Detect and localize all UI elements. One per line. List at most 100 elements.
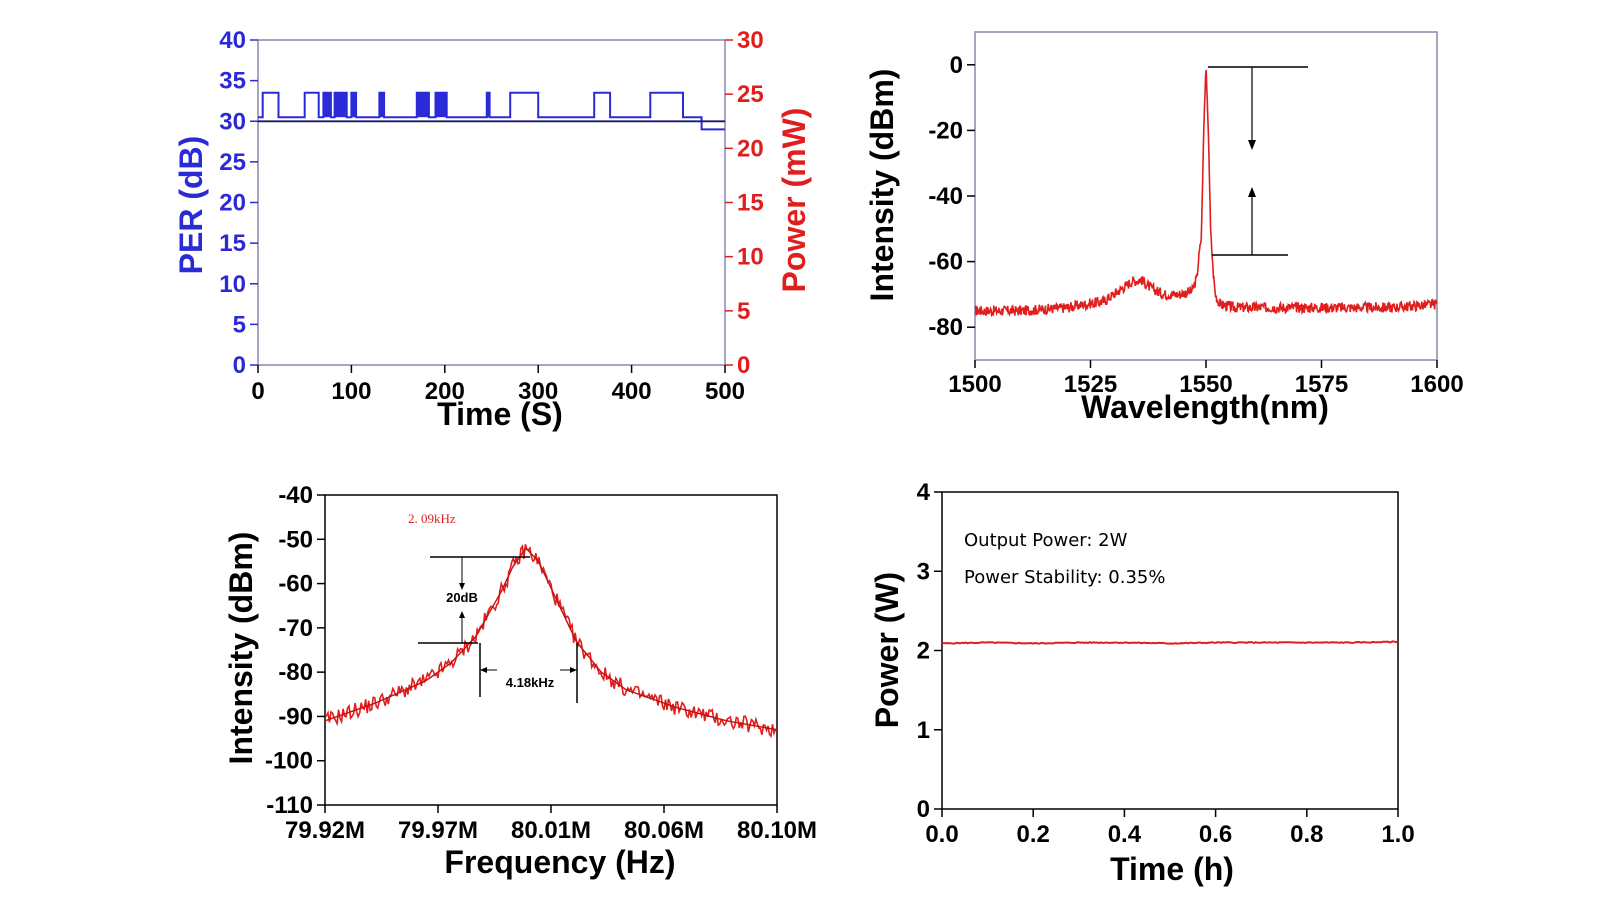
- linewidth-y-tick-label-4: -80: [278, 659, 313, 686]
- per-chart: 0 5 10 15 20 25 30 35 40 0 5 10 15 20 25 30 0 100 200 300…: [173, 27, 812, 432]
- per-step-block-18: [351, 92, 357, 118]
- per-left-ticks: 0 5 10 15 20 25 30 35 40: [219, 27, 258, 379]
- per-step-block-26: [416, 92, 429, 118]
- spectrum-x-ticks: 1500 1525 1550 1575 1600: [948, 360, 1464, 398]
- linewidth-y-tick-label-3: -70: [278, 615, 313, 642]
- per-x-tick-label-4: 400: [612, 378, 652, 405]
- stability-y-tick-label-4: 4: [917, 479, 931, 506]
- spectrum-y-axis-label: Intensity (dBm): [864, 69, 900, 302]
- width-label: 4.18kHz: [506, 675, 555, 690]
- linewidth-plot-frame: [324, 494, 778, 806]
- per-x-tick-label-3: 300: [518, 378, 558, 405]
- spectrum-y-tick-label-4: -80: [928, 314, 963, 341]
- per-y-tick-label-6: 30: [219, 108, 246, 135]
- per-step-block-22: [379, 92, 385, 118]
- per-step-block-10: [323, 92, 331, 118]
- power-y2-tick-label-6: 30: [737, 27, 764, 54]
- linewidth-y-axis-label: Intensity (dBm): [223, 532, 259, 765]
- stability-chart: 0 1 2 3 4 0.0 0.2 0.4 0.6 0.8 1.0 Output Power: 2…: [869, 479, 1415, 887]
- spectrum-series-group: [974, 69, 1438, 318]
- spectrum-y-ticks: 0 -20 -40 -60 -80: [928, 52, 975, 341]
- stability-x-tick-label-3: 0.6: [1199, 821, 1232, 848]
- per-y-tick-label-4: 20: [219, 190, 246, 217]
- linewidth-chart: -40 -50 -60 -70 -80 -90 -100 -110 79.92M 79.97M 8…: [223, 482, 817, 880]
- linewidth-x-tick-label-1: 79.97M: [398, 817, 478, 844]
- spectrum-y-tick-label-3: -60: [928, 249, 963, 276]
- stability-series-line: [941, 640, 1399, 645]
- per-step-block-14: [334, 92, 347, 118]
- per-x-ticks: 0 100 200 300 400 500: [251, 365, 745, 405]
- per-plot-frame: [257, 39, 726, 366]
- linewidth-20db-marker: [418, 556, 578, 703]
- power-y2-tick-label-2: 10: [737, 244, 764, 271]
- power-y2-axis-label: Power (mW): [776, 108, 812, 293]
- stability-y-axis-label: Power (W): [869, 572, 905, 728]
- linewidth-x-tick-label-4: 80.10M: [737, 817, 817, 844]
- linewidth-y-ticks: -40 -50 -60 -70 -80 -90 -100 -110: [265, 482, 325, 819]
- per-series-group: [258, 91, 725, 131]
- per-x-axis-label: Time (S): [437, 396, 563, 432]
- stability-x-tick-label-5: 1.0: [1381, 821, 1414, 848]
- per-y-tick-label-1: 5: [233, 311, 246, 338]
- linewidth-y-tick-label-7: -110: [266, 792, 313, 819]
- stability-x-tick-label-4: 0.8: [1290, 821, 1323, 848]
- spectrum-smsr-marker: [1208, 66, 1308, 256]
- power-y2-tick-label-0: 0: [737, 352, 750, 379]
- linewidth-y-tick-label-6: -100: [265, 748, 313, 775]
- power-y2-tick-label-4: 20: [737, 135, 764, 162]
- linewidth-y-tick-label-0: -40: [278, 482, 313, 509]
- spectrum-x-tick-label-0: 1500: [948, 371, 1001, 398]
- stability-x-tick-label-1: 0.2: [1017, 821, 1050, 848]
- per-x-tick-label-2: 200: [425, 378, 465, 405]
- per-y-tick-label-8: 40: [219, 27, 246, 54]
- power-stability-note: Power Stability: 0.35%: [964, 567, 1165, 588]
- per-right-ticks: 0 5 10 15 20 25 30: [725, 27, 764, 379]
- db-drop-label: 20dB: [446, 590, 478, 605]
- per-y-tick-label-2: 10: [219, 271, 246, 298]
- linewidth-series-group: [324, 544, 778, 738]
- spectrum-x-tick-label-2: 1550: [1179, 371, 1232, 398]
- spectrum-x-tick-label-4: 1600: [1410, 371, 1463, 398]
- stability-series-group: [941, 640, 1399, 645]
- output-power-note: Output Power: 2W: [964, 530, 1128, 551]
- per-y-tick-label-5: 25: [219, 149, 246, 176]
- linewidth-y-tick-label-1: -50: [278, 526, 313, 553]
- per-x-tick-label-1: 100: [331, 378, 371, 405]
- linewidth-fit-line: [324, 548, 778, 731]
- stability-x-tick-label-0: 0.0: [925, 821, 958, 848]
- spectrum-chart: 0 -20 -40 -60 -80 1500 1525 1550 1575 1600 Wavel…: [864, 31, 1464, 425]
- linewidth-y-tick-label-2: -60: [278, 571, 313, 598]
- per-x-tick-label-0: 0: [251, 378, 264, 405]
- stability-x-ticks: 0.0 0.2 0.4 0.6 0.8 1.0: [925, 809, 1415, 848]
- stability-y-tick-label-2: 2: [917, 638, 930, 665]
- stability-y-tick-label-3: 3: [917, 558, 930, 585]
- spectrum-y-tick-label-1: -20: [928, 117, 963, 144]
- stability-y-ticks: 0 1 2 3 4: [917, 479, 942, 823]
- stability-y-tick-label-1: 1: [917, 717, 930, 744]
- power-y2-tick-label-1: 5: [737, 298, 750, 325]
- spectrum-x-axis-label: Wavelength(nm): [1081, 389, 1329, 425]
- per-step-block-30: [435, 92, 447, 118]
- per-y-tick-label-0: 0: [233, 352, 246, 379]
- power-y2-tick-label-5: 25: [737, 81, 764, 108]
- per-y-tick-label-7: 35: [219, 68, 246, 95]
- spectrum-y-tick-label-2: -40: [928, 183, 963, 210]
- power-y2-tick-label-3: 15: [737, 190, 764, 217]
- linewidth-y-tick-label-5: -90: [278, 703, 313, 730]
- per-step-block-34: [486, 92, 490, 118]
- stability-x-axis-label: Time (h): [1110, 851, 1234, 887]
- linewidth-noisy-line: [324, 544, 778, 738]
- spectrum-y-tick-label-0: 0: [950, 52, 963, 79]
- linewidth-x-tick-label-0: 79.92M: [285, 817, 365, 844]
- per-y-tick-label-3: 15: [219, 230, 246, 257]
- per-series-line: [258, 91, 725, 131]
- spectrum-x-tick-label-1: 1525: [1064, 371, 1117, 398]
- linewidth-x-axis-label: Frequency (Hz): [444, 844, 675, 880]
- linewidth-x-ticks: 79.92M 79.97M 80.01M 80.06M 80.10M: [285, 805, 817, 844]
- stability-y-tick-label-0: 0: [917, 796, 930, 823]
- per-x-tick-label-5: 500: [705, 378, 745, 405]
- linewidth-x-tick-label-2: 80.01M: [511, 817, 591, 844]
- stability-x-tick-label-2: 0.4: [1108, 821, 1142, 848]
